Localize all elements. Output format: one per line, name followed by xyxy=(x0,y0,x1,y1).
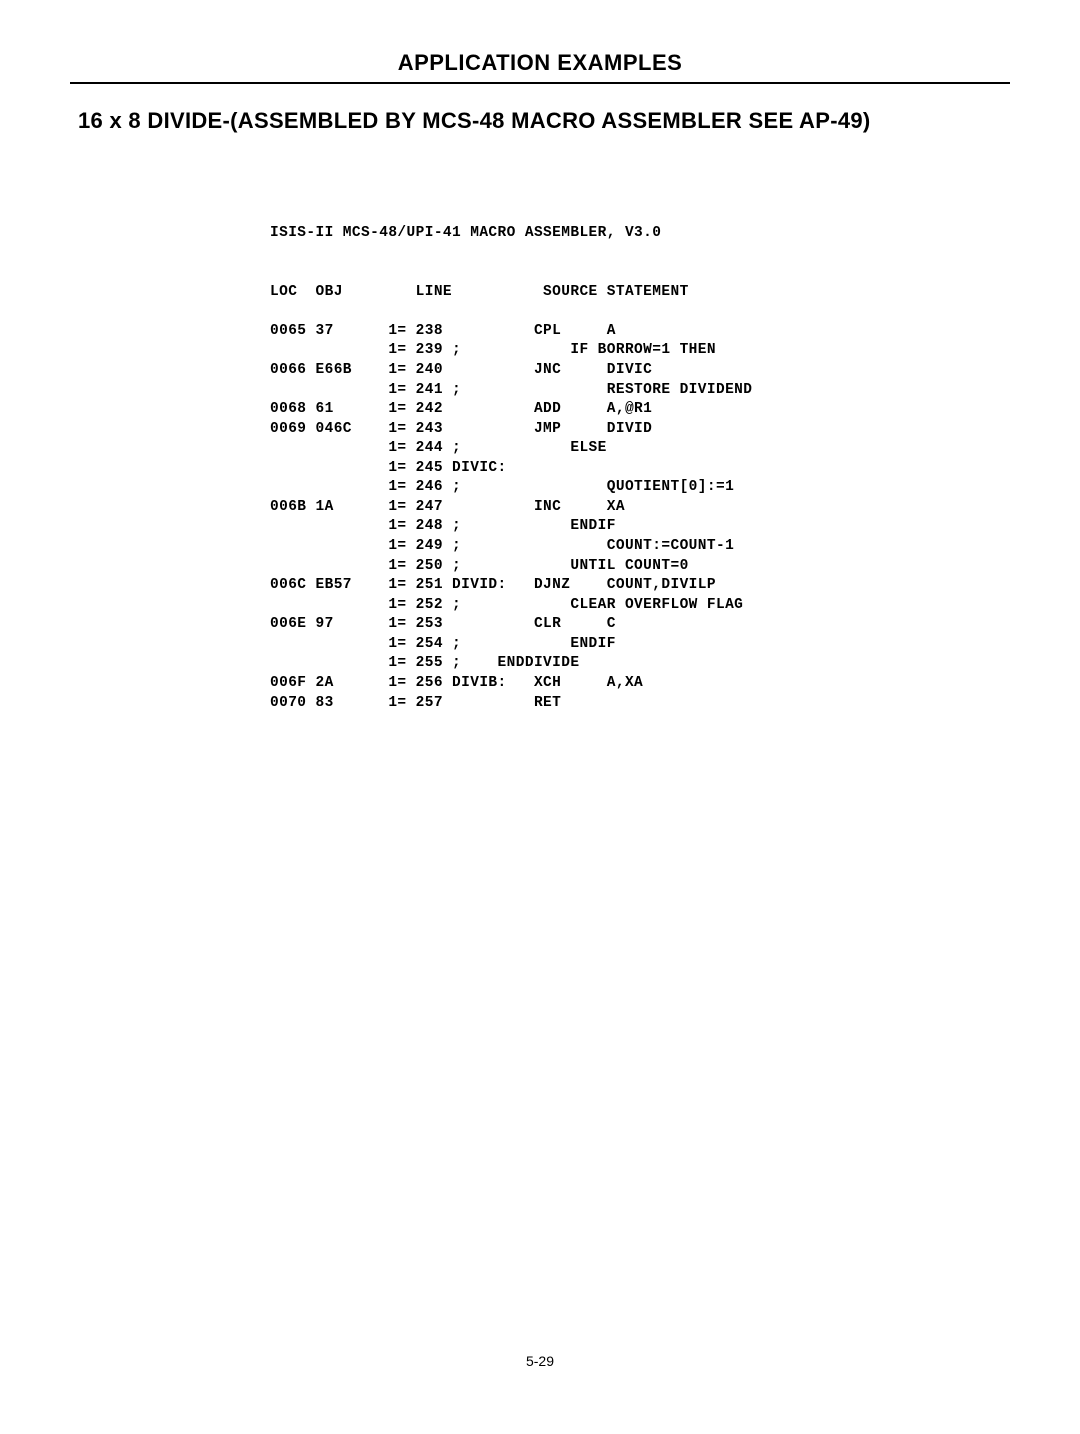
page-number: 5-29 xyxy=(70,1353,1010,1399)
assembly-listing: ISIS-II MCS-48/UPI-41 MACRO ASSEMBLER, V… xyxy=(270,224,1010,713)
horizontal-rule xyxy=(70,82,1010,84)
page-title: 16 x 8 DIVIDE-(ASSEMBLED BY MCS-48 MACRO… xyxy=(70,108,1010,134)
section-header: APPLICATION EXAMPLES xyxy=(70,50,1010,76)
page: APPLICATION EXAMPLES 16 x 8 DIVIDE-(ASSE… xyxy=(0,0,1080,1399)
